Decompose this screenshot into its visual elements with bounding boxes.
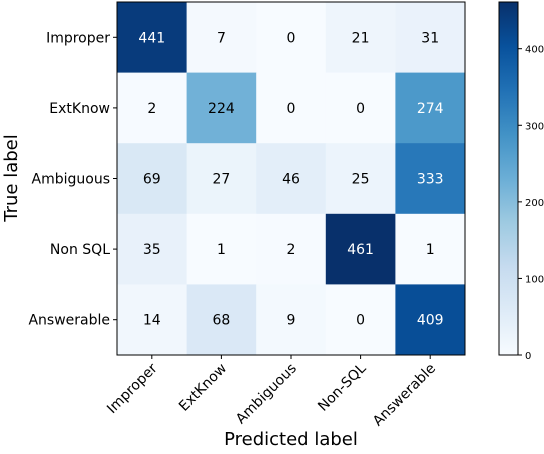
heatmap-cell [256, 2, 327, 74]
colorbar-tick-label: 0 [525, 351, 531, 362]
heatmap-cell [186, 2, 257, 74]
heatmap-cell [256, 72, 327, 144]
colorbar [498, 1, 519, 356]
y-tick-label: Improper [46, 30, 110, 46]
cell-value-label: 14 [143, 313, 161, 329]
heatmap-cell [256, 213, 327, 285]
cell-value-label: 21 [352, 30, 370, 46]
cell-value-label: 31 [421, 30, 439, 46]
y-tick-label: Non SQL [50, 242, 110, 258]
cell-value-label: 224 [208, 101, 235, 117]
cell-value-label: 0 [356, 101, 365, 117]
x-tick-label: ExtKnow [176, 361, 230, 415]
cell-value-label: 461 [347, 242, 374, 258]
cell-value-label: 409 [417, 313, 444, 329]
heatmap-cell [186, 213, 257, 285]
cell-value-label: 0 [287, 30, 296, 46]
heatmap-cell [186, 72, 257, 144]
heatmap-cell [117, 284, 188, 356]
cell-value-label: 35 [143, 242, 161, 258]
cell-value-label: 441 [138, 30, 165, 46]
colorbar-tick-label: 200 [525, 198, 544, 209]
cell-value-label: 68 [212, 313, 230, 329]
cell-value-label: 0 [287, 101, 296, 117]
heatmap-cell [325, 284, 396, 356]
heatmap-cell [325, 72, 396, 144]
heatmap-cell [256, 284, 327, 356]
heatmap-cell [117, 72, 188, 144]
heatmap-cell [186, 284, 257, 356]
heatmap-cell [117, 2, 188, 74]
cell-value-label: 2 [287, 242, 296, 258]
cell-value-label: 1 [217, 242, 226, 258]
heatmap-cell [117, 213, 188, 285]
heatmap-cell [325, 143, 396, 215]
y-axis-ticks: Improper ExtKnow Ambiguous Non SQL Answerabl… [28, 30, 117, 329]
cell-value-label: 25 [352, 172, 370, 188]
heatmap-cell [395, 143, 466, 215]
x-tick-label: Answerable [370, 361, 439, 430]
heatmap-cell [395, 2, 466, 74]
heatmap-cell [325, 213, 396, 285]
heatmap-cell [395, 72, 466, 144]
cell-value-label: 69 [143, 172, 161, 188]
x-tick-label: Ambiguous [233, 361, 300, 428]
colorbar-tick-label: 100 [525, 274, 544, 285]
y-tick-label: Ambiguous [32, 172, 110, 188]
heatmap-cells [117, 2, 466, 356]
cell-value-label: 1 [426, 242, 435, 258]
x-axis-ticks: Improper ExtKnow Ambiguous Non-SQL Answerabl… [104, 355, 439, 429]
heatmap-cell [256, 143, 327, 215]
x-tick-label: Non-SQL [315, 360, 369, 414]
x-tick-label: Improper [104, 360, 161, 417]
cell-value-labels: 441 7 0 21 31 2 224 0 0 274 69 27 46 25 333 35 1 2 461 1 14 6… [138, 30, 443, 328]
colorbar-tick-label: 400 [525, 45, 544, 56]
cell-value-label: 9 [287, 313, 296, 329]
heatmap-cell [395, 284, 466, 356]
cell-value-label: 2 [147, 101, 156, 117]
colorbar-tick-label: 300 [525, 121, 544, 132]
cell-value-label: 0 [356, 313, 365, 329]
cell-value-label: 333 [417, 172, 444, 188]
cell-value-label: 7 [217, 30, 226, 46]
y-tick-label: Answerable [28, 313, 110, 329]
colorbar-ticks: 0 100 200 300 400 [518, 45, 544, 362]
heatmap-cell [395, 213, 466, 285]
y-axis-label: True label [1, 134, 22, 223]
cell-value-label: 27 [212, 172, 230, 188]
heatmap-cell [186, 143, 257, 215]
heatmap-cell [117, 143, 188, 215]
x-axis-label: Predicted label [224, 429, 358, 450]
cell-value-label: 274 [417, 101, 444, 117]
heatmap-cell [325, 2, 396, 74]
y-tick-label: ExtKnow [49, 101, 110, 117]
cell-value-label: 46 [282, 172, 300, 188]
